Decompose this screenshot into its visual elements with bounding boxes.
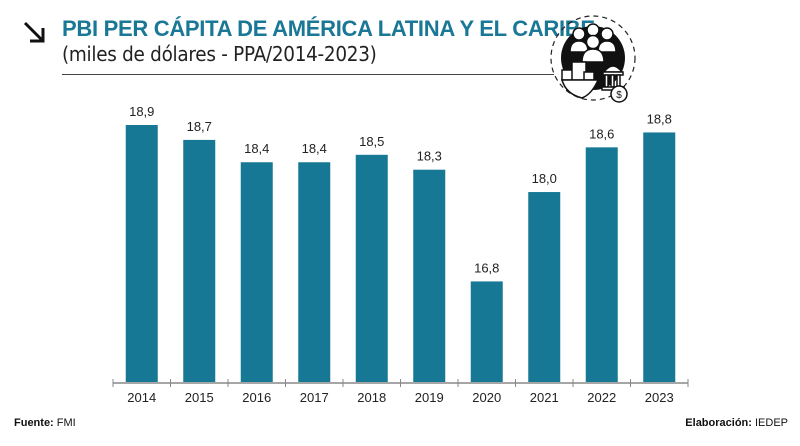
value-label: 18,5 (359, 134, 384, 149)
bar-2019 (413, 169, 446, 382)
x-tick-label: 2017 (300, 390, 329, 405)
bar-2017 (298, 162, 331, 382)
chart-title: PBI PER CÁPITA DE AMÉRICA LATINA Y EL CA… (62, 16, 595, 41)
arrow-down-right-icon (23, 21, 45, 43)
credit-value: IEDEP (754, 417, 788, 429)
credit-label: Elaboración: (685, 417, 752, 429)
svg-text:$: $ (616, 90, 622, 101)
bar-2018 (355, 154, 388, 382)
value-label: 18,4 (244, 141, 269, 156)
x-tick-label: 2019 (415, 390, 444, 405)
x-tick-label: 2020 (472, 390, 501, 405)
bar-2014 (125, 125, 158, 382)
value-label: 18,6 (589, 126, 614, 141)
bar-2020 (470, 281, 503, 382)
chart-subtitle: (miles de dólares - PPA/2014-2023) (62, 42, 377, 66)
x-tick-label: 2022 (587, 390, 616, 405)
x-tick-label: 2015 (185, 390, 214, 405)
value-label: 18,4 (302, 141, 327, 156)
bar-2021 (528, 192, 561, 382)
value-label: 16,8 (474, 260, 499, 275)
value-label: 18,7 (187, 119, 212, 134)
credit-note: Elaboración: IEDEP (685, 417, 788, 429)
x-tick-label: 2023 (645, 390, 674, 405)
value-label: 18,3 (417, 149, 442, 164)
bar-2015 (183, 139, 216, 382)
source-value: FMI (56, 417, 76, 429)
economy-people-bank-dollar-icon: $ (550, 15, 636, 103)
x-tick-label: 2014 (127, 390, 156, 405)
value-label: 18,0 (532, 171, 557, 186)
bar-2016 (240, 162, 273, 382)
x-tick-label: 2021 (530, 390, 559, 405)
value-label: 18,9 (129, 104, 154, 119)
bar-2022 (585, 147, 618, 382)
x-tick-label: 2016 (242, 390, 271, 405)
source-label: Fuente: (14, 417, 54, 429)
title-divider (62, 74, 554, 75)
bar-2023 (643, 132, 676, 382)
source-note: Fuente: FMI (14, 417, 76, 429)
x-tick-label: 2018 (357, 390, 386, 405)
value-label: 18,8 (647, 111, 672, 126)
